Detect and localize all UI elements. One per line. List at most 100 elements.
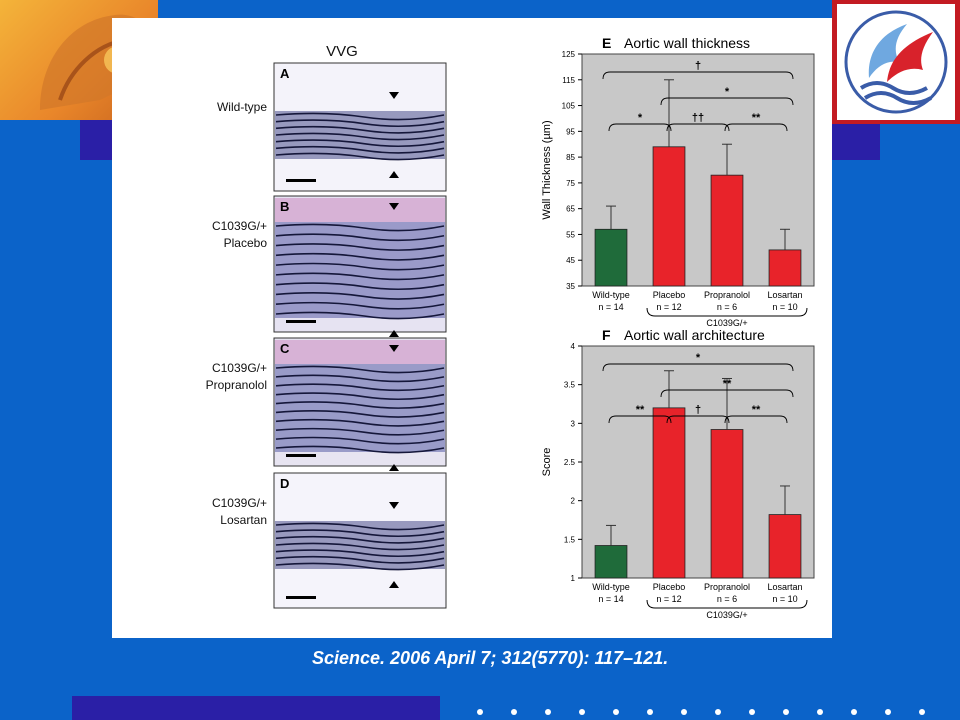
significance-bracket	[666, 123, 730, 132]
micro-panel-d-elastic-lamina	[275, 529, 445, 538]
significance-label: **	[723, 378, 732, 390]
bar-propranolol	[710, 174, 744, 287]
micro-panel-c-scale-bar	[286, 454, 316, 457]
micro-panel-b-elastic-lamina	[275, 272, 445, 281]
micro-panel-d-elastic-lamina	[275, 549, 445, 558]
n-label: n = 12	[656, 594, 681, 604]
bar-propranolol	[710, 429, 744, 579]
micro-panel-c-arrow-down	[389, 345, 399, 352]
category-label: Placebo	[653, 582, 686, 592]
society-logo	[832, 0, 960, 124]
bar-losartan	[768, 514, 802, 579]
micrograph-figure: VVG A Wild-type B C1039G/+ Placebo C C1039G/+ P…	[206, 43, 447, 609]
significance-bracket	[602, 363, 794, 372]
y-tick-label: 4	[571, 342, 576, 351]
y-tick-label: 35	[566, 282, 575, 291]
y-tick-label: 125	[562, 50, 576, 59]
significance-bracket	[724, 415, 788, 424]
category-label: Propranolol	[704, 582, 750, 592]
y-tick-label: 3	[571, 419, 576, 428]
micro-panel-c-elastic-lamina	[275, 392, 445, 401]
micro-panel-d-arrow-up	[389, 581, 399, 588]
n-label: n = 6	[717, 594, 737, 604]
category-label: Wild-type	[592, 290, 630, 300]
panel-letter: F	[602, 327, 611, 343]
y-tick-label: 75	[566, 179, 575, 188]
n-label: n = 10	[772, 594, 797, 604]
micro-panel-b-elastic-lamina	[275, 301, 445, 310]
micro-panel-c-label: C1039G/+	[212, 361, 267, 375]
micro-panel-b-intima	[275, 198, 445, 222]
y-tick-label: 105	[562, 102, 576, 111]
micro-panel-d-label: Losartan	[220, 513, 267, 527]
significance-label: †	[695, 404, 701, 416]
significance-bracket	[608, 123, 672, 132]
micro-panel-a-arrow-up	[389, 171, 399, 178]
group-bracket	[646, 307, 808, 317]
micro-panel-c-label: Propranolol	[206, 378, 267, 392]
micro-panel-d-arrow-down	[389, 502, 399, 509]
micro-panel-a-letter: A	[280, 66, 290, 81]
micro-panel-d-elastic-lamina	[275, 542, 445, 551]
group-bracket	[646, 599, 808, 609]
category-label: Propranolol	[704, 290, 750, 300]
micro-panel-a-elastic-lamina	[275, 152, 445, 161]
micro-panel-c-arrow-up	[389, 464, 399, 471]
micro-panel-b-scale-bar	[286, 320, 316, 323]
micro-panel-b-label: Placebo	[224, 236, 268, 250]
micro-panel-d-elastic-lamina	[275, 562, 445, 571]
chart-title: Aortic wall thickness	[624, 35, 750, 51]
bar-losartan	[768, 249, 802, 287]
micro-panel-a-label: Wild-type	[217, 100, 267, 114]
n-label: n = 14	[598, 302, 623, 312]
header-band-right	[832, 124, 880, 160]
y-tick-label: 2.5	[564, 458, 576, 467]
micro-panel-a-elastic-lamina	[275, 125, 445, 134]
micro-panel-b-elastic-lamina	[275, 233, 445, 242]
micro-panel-c-elastic-lamina	[275, 410, 445, 418]
n-label: n = 10	[772, 302, 797, 312]
significance-bracket	[660, 389, 794, 398]
micro-panel-d-elastic-lamina	[275, 535, 445, 544]
bar-wild-type	[594, 228, 628, 287]
significance-bracket	[666, 415, 730, 424]
citation-text: Science. 2006 April 7; 312(5770): 117–12…	[312, 648, 669, 668]
y-tick-label: 1.5	[564, 535, 576, 544]
micro-panel-d-elastic-lamina	[275, 555, 445, 564]
micro-panel-b-elastic-lamina	[275, 292, 445, 300]
y-tick-label: 115	[562, 76, 575, 85]
y-tick-label: 45	[566, 256, 575, 265]
chart-wall-architecture: F Aortic wall architecture Score 1 1.5 2 2.5 3 3…	[541, 327, 815, 618]
micro-panel-b-elastic-lamina	[275, 252, 445, 261]
significance-bracket	[724, 123, 788, 132]
y-axis-label: Score	[541, 448, 553, 477]
micro-panel-c-elastic-lamina	[275, 427, 445, 436]
panel-letter: E	[602, 35, 611, 51]
y-tick-label: 65	[566, 205, 575, 214]
significance-label: ††	[692, 112, 704, 124]
micro-panel-b-arrow-up	[389, 330, 399, 337]
significance-label: *	[638, 112, 643, 124]
group-label: C1039G/+	[706, 318, 747, 326]
micro-panel-d-letter: D	[280, 476, 289, 491]
micro-panel-c-intima	[275, 340, 445, 364]
chart-wall-thickness: E Aortic wall thickness Wall Thickness (µm…	[541, 35, 815, 326]
header-band-left	[80, 120, 114, 160]
y-tick-label: 55	[566, 230, 575, 239]
category-label: Wild-type	[592, 582, 630, 592]
n-label: n = 6	[717, 302, 737, 312]
bar-placebo	[652, 407, 686, 579]
micro-panel-c-elastic-lamina	[275, 445, 445, 454]
n-label: n = 14	[598, 594, 623, 604]
micro-panel-b-elastic-lamina	[275, 282, 445, 291]
n-label: n = 12	[656, 302, 681, 312]
micro-panel-a-elastic-lamina	[275, 119, 445, 128]
micro-panel-a-elastic-lamina	[275, 139, 445, 148]
significance-label: **	[752, 112, 761, 124]
significance-label: †	[695, 60, 701, 72]
micro-panel-a-elastic-lamina	[275, 145, 445, 154]
footer-band	[72, 696, 440, 720]
micro-panel-b-elastic-lamina	[275, 311, 445, 320]
y-tick-label: 2	[571, 497, 576, 506]
micro-panel-c-media-band	[275, 364, 445, 452]
